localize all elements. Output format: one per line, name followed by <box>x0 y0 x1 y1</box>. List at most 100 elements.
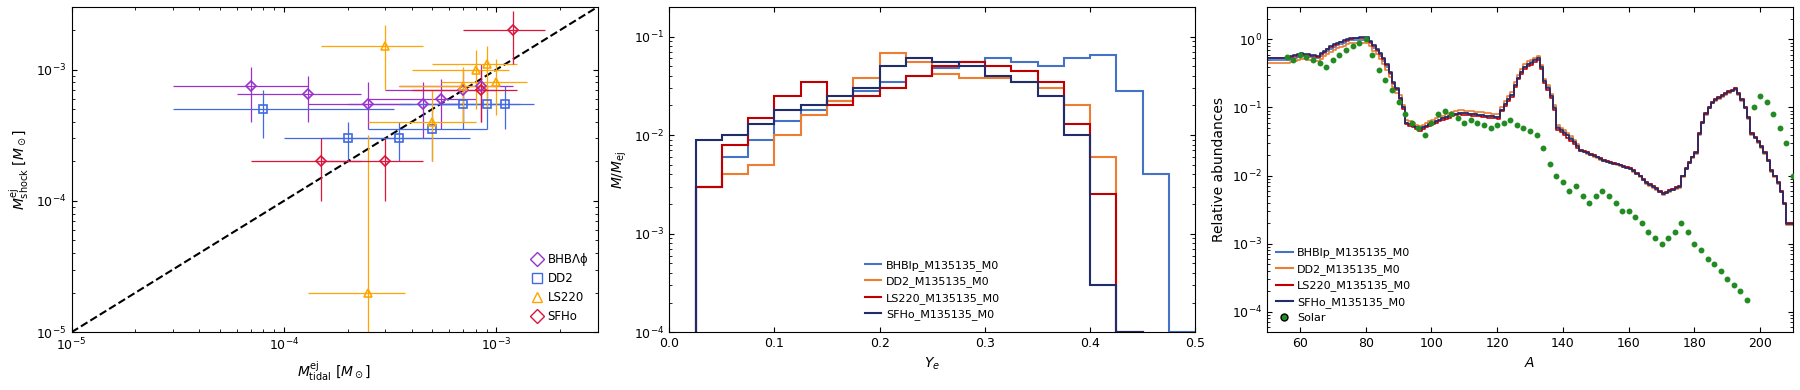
Solar <box>1535 160 1564 167</box>
LS220_M135135_M0 <box>1301 54 1323 58</box>
BHBlp_M135135_M0 <box>1431 116 1453 121</box>
Solar <box>1280 57 1309 63</box>
Solar <box>1575 200 1604 206</box>
Solar <box>1753 99 1782 105</box>
Solar <box>1357 51 1386 58</box>
SFHo_M135135_M0 <box>1301 53 1323 58</box>
SFHo_M135135_M0 <box>1786 222 1800 226</box>
DD2_M135135_M0 <box>1435 112 1456 117</box>
Solar <box>1516 128 1544 134</box>
Solar <box>1654 235 1683 241</box>
Solar <box>1298 57 1327 63</box>
LS220_M135135_M0 <box>1775 221 1796 225</box>
X-axis label: $M^{\rm ej}_{\rm tidal}\ [M_\odot]$: $M^{\rm ej}_{\rm tidal}\ [M_\odot]$ <box>297 359 371 383</box>
Solar <box>1337 43 1366 49</box>
DD2_M135135_M0 <box>1607 164 1629 168</box>
Solar <box>1318 57 1346 63</box>
DD2_M135135_M0 <box>1786 222 1800 227</box>
Line: SFHo_M135135_M0: SFHo_M135135_M0 <box>1267 37 1796 224</box>
Solar <box>1674 229 1703 235</box>
Solar <box>1588 188 1616 194</box>
LS220_M135135_M0 <box>1435 116 1456 121</box>
Solar <box>1667 220 1696 226</box>
Solar <box>1345 39 1373 46</box>
Solar <box>1766 125 1795 131</box>
Solar <box>1607 208 1636 214</box>
Solar <box>1404 125 1433 131</box>
LS220_M135135_M0 <box>1431 118 1453 122</box>
Solar <box>1528 145 1557 152</box>
Solar <box>1431 108 1460 114</box>
Solar <box>1595 193 1624 199</box>
Solar <box>1508 125 1537 131</box>
Solar <box>1444 115 1472 121</box>
Solar <box>1719 282 1748 288</box>
Legend: BHBlp_M135135_M0, DD2_M135135_M0, LS220_M135135_M0, SFHo_M135135_M0: BHBlp_M135135_M0, DD2_M135135_M0, LS220_… <box>862 257 1003 323</box>
Solar <box>1543 172 1571 179</box>
Solar <box>1496 117 1525 123</box>
Solar <box>1562 183 1591 189</box>
Legend: BHBlp_M135135_M0, DD2_M135135_M0, LS220_M135135_M0, SFHo_M135135_M0, Solar: BHBlp_M135135_M0, DD2_M135135_M0, LS220_… <box>1273 244 1415 327</box>
Solar <box>1627 220 1656 226</box>
LS220_M135135_M0 <box>1681 154 1703 159</box>
Solar <box>1273 54 1301 60</box>
BHBlp_M135135_M0 <box>1435 115 1456 120</box>
Solar <box>1503 122 1532 128</box>
DD2_M135135_M0 <box>1355 40 1377 45</box>
BHBlp_M135135_M0 <box>1775 221 1796 225</box>
Solar <box>1582 193 1611 199</box>
Solar <box>1372 77 1400 83</box>
Solar <box>1391 111 1420 117</box>
DD2_M135135_M0 <box>1256 61 1278 66</box>
LS220_M135135_M0 <box>1355 35 1377 40</box>
Solar <box>1384 99 1413 105</box>
Solar <box>1759 111 1787 117</box>
Solar <box>1634 229 1663 235</box>
BHBlp_M135135_M0 <box>1786 221 1800 225</box>
Solar <box>1364 67 1393 74</box>
SFHo_M135135_M0 <box>1607 163 1629 168</box>
Solar <box>1436 111 1465 117</box>
Solar <box>1739 105 1768 111</box>
LS220_M135135_M0 <box>1786 221 1800 225</box>
SFHo_M135135_M0 <box>1775 222 1796 226</box>
Solar <box>1325 51 1354 58</box>
Solar <box>1397 119 1426 126</box>
Solar <box>1714 276 1742 282</box>
DD2_M135135_M0 <box>1301 58 1323 63</box>
Solar <box>1305 60 1334 66</box>
Solar <box>1706 268 1735 274</box>
Solar <box>1463 119 1492 126</box>
Solar <box>1568 193 1597 199</box>
LS220_M135135_M0 <box>1683 150 1705 154</box>
Line: BHBlp_M135135_M0: BHBlp_M135135_M0 <box>1267 39 1796 223</box>
Y-axis label: $M^{\rm ej}_{\rm shock}\ [M_\odot]$: $M^{\rm ej}_{\rm shock}\ [M_\odot]$ <box>7 129 31 210</box>
BHBlp_M135135_M0 <box>1301 55 1323 60</box>
BHBlp_M135135_M0 <box>1355 37 1377 42</box>
Solar <box>1312 64 1341 70</box>
Solar <box>1332 47 1361 53</box>
BHBlp_M135135_M0 <box>1607 162 1629 167</box>
SFHo_M135135_M0 <box>1435 115 1456 120</box>
SFHo_M135135_M0 <box>1355 35 1377 39</box>
Solar <box>1555 188 1584 194</box>
Solar <box>1424 111 1453 117</box>
Solar <box>1449 119 1478 126</box>
Line: LS220_M135135_M0: LS220_M135135_M0 <box>1267 38 1796 223</box>
BHBlp_M135135_M0 <box>1683 150 1705 154</box>
Solar <box>1411 131 1440 138</box>
Solar <box>1687 247 1715 254</box>
LS220_M135135_M0 <box>1256 56 1278 61</box>
Solar <box>1292 54 1321 60</box>
Y-axis label: Relative abundances: Relative abundances <box>1211 97 1226 242</box>
Legend: BHBΛϕ, DD2, LS220, SFHo: BHBΛϕ, DD2, LS220, SFHo <box>527 250 592 326</box>
Solar <box>1746 92 1775 99</box>
Solar <box>1476 125 1505 131</box>
Solar <box>1660 229 1688 235</box>
Solar <box>1620 213 1649 220</box>
Y-axis label: $M/M_{\rm ej}$: $M/M_{\rm ej}$ <box>610 151 628 189</box>
SFHo_M135135_M0 <box>1431 116 1453 121</box>
Solar <box>1285 51 1314 58</box>
Solar <box>1456 117 1485 123</box>
Solar <box>1469 122 1498 128</box>
